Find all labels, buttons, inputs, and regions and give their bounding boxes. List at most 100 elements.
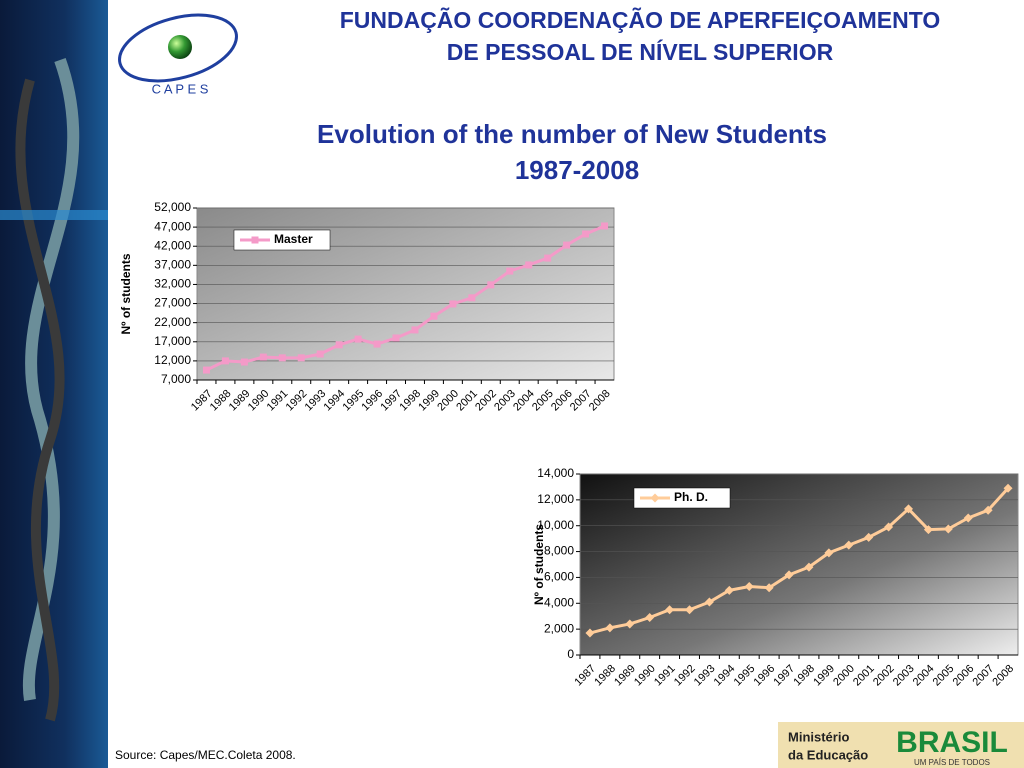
x-tick-label: 2002 — [473, 388, 499, 414]
point — [278, 354, 286, 362]
x-tick-label: 2003 — [891, 663, 917, 689]
x-tick-label: 2007 — [568, 388, 594, 414]
x-tick-label: 1998 — [397, 388, 423, 414]
point — [943, 524, 953, 534]
point — [884, 522, 894, 532]
x-tick-label: 1996 — [752, 663, 778, 689]
x-tick-label: 1987 — [572, 663, 598, 689]
x-tick-label: 1997 — [771, 663, 797, 689]
point — [251, 236, 259, 244]
x-tick-label: 2005 — [931, 663, 957, 689]
y-tick-label: 2,000 — [544, 621, 574, 635]
point — [259, 353, 267, 361]
slide-title: 1987-2008 — [515, 155, 639, 185]
point — [525, 261, 533, 269]
x-tick-label: 1989 — [612, 663, 638, 689]
point — [582, 230, 590, 238]
point — [744, 581, 754, 591]
x-tick-label: 1997 — [378, 388, 404, 414]
point — [240, 358, 248, 366]
x-tick-label: 2008 — [990, 663, 1016, 689]
point — [563, 241, 571, 249]
y-tick-label: 32,000 — [154, 277, 191, 291]
legend-box — [633, 487, 731, 509]
y-tick-label: 4,000 — [544, 595, 574, 609]
y-tick-label: 10,000 — [537, 518, 574, 532]
logo-ring — [118, 13, 238, 83]
x-tick-label: 1989 — [227, 388, 253, 414]
x-tick-label: 1999 — [416, 388, 442, 414]
y-tick-label: 0 — [567, 647, 574, 661]
point — [665, 605, 675, 615]
y-axis-label: Nº of students — [532, 524, 546, 605]
y-tick-label: 37,000 — [154, 258, 191, 272]
x-tick-label: 1990 — [246, 388, 272, 414]
x-tick-label: 1995 — [340, 388, 366, 414]
point — [221, 357, 229, 365]
x-tick-label: 1993 — [692, 663, 718, 689]
x-tick-label: 1999 — [811, 663, 837, 689]
point — [605, 623, 615, 633]
point — [297, 354, 305, 362]
x-tick-label: 1988 — [592, 663, 618, 689]
light-band — [0, 210, 108, 220]
point — [864, 532, 874, 542]
point — [645, 613, 655, 623]
point — [354, 335, 362, 343]
brand: BRASIL — [896, 726, 1008, 759]
x-tick-label: 1991 — [265, 388, 291, 414]
legend-label: Ph. D. — [674, 490, 708, 504]
point — [430, 312, 438, 320]
logo-ball — [168, 35, 192, 59]
x-tick-label: 1996 — [359, 388, 385, 414]
y-tick-label: 42,000 — [154, 238, 191, 252]
ministry: da Educação — [788, 747, 868, 762]
point — [373, 340, 381, 348]
point — [824, 548, 834, 558]
point — [202, 366, 210, 374]
point — [904, 504, 913, 514]
helix — [15, 78, 65, 722]
point — [468, 294, 476, 302]
logo-text: C A P E S — [152, 81, 209, 96]
point — [784, 570, 794, 580]
x-tick-label: 1988 — [208, 388, 234, 414]
x-tick-label: 2008 — [587, 388, 613, 414]
point — [650, 493, 660, 503]
point — [983, 505, 993, 515]
y-tick-label: 8,000 — [544, 544, 574, 558]
point — [724, 585, 734, 595]
source: Source: Capes/MEC.Coleta 2008. — [115, 748, 296, 762]
x-tick-label: 1992 — [672, 663, 698, 689]
point — [487, 281, 495, 289]
point — [411, 326, 419, 334]
y-tick-label: 14,000 — [537, 466, 574, 480]
x-tick-label: 2002 — [871, 663, 897, 689]
x-tick-label: 2004 — [511, 388, 537, 414]
x-tick-label: 1994 — [712, 663, 738, 689]
point — [685, 605, 694, 615]
y-tick-label: 6,000 — [544, 570, 574, 584]
point — [335, 341, 343, 349]
point — [844, 540, 854, 550]
x-tick-label: 1998 — [791, 663, 817, 689]
x-tick-label: 1990 — [632, 663, 658, 689]
point — [392, 334, 400, 342]
ministry-box — [778, 722, 1024, 768]
point — [449, 300, 457, 308]
helix — [22, 57, 80, 701]
x-tick-label: 2001 — [851, 663, 877, 689]
org-name: FUNDAÇÃO COORDENAÇÃO DE APERFEIÇOAMENTO — [340, 6, 941, 33]
x-tick-label: 2004 — [911, 663, 937, 689]
x-tick-label: 2000 — [831, 663, 857, 689]
point — [601, 222, 609, 230]
legend-label: Master — [274, 232, 313, 246]
y-tick-label: 12,000 — [537, 492, 574, 506]
x-tick-label: 2007 — [971, 663, 997, 689]
y-tick-label: 17,000 — [154, 334, 191, 348]
legend-box — [233, 229, 331, 251]
x-tick-label: 1994 — [322, 388, 348, 414]
x-tick-label: 2006 — [549, 388, 575, 414]
y-tick-label: 22,000 — [154, 315, 191, 329]
